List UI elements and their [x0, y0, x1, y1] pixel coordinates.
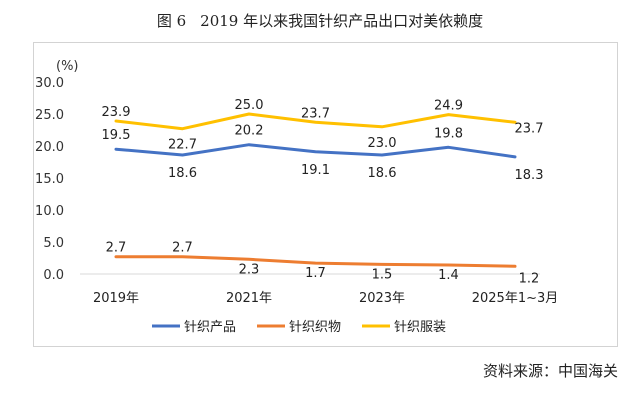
- data-label: 18.6: [368, 166, 397, 181]
- y-tick-label: 5.0: [43, 236, 64, 251]
- data-label: 23.0: [368, 136, 397, 151]
- data-label: 18.6: [168, 166, 197, 181]
- y-tick-label: 30.0: [35, 76, 64, 91]
- series-line: [114, 143, 517, 159]
- series-line: [114, 112, 517, 131]
- data-label: 24.9: [434, 99, 463, 114]
- legend-label: 针织织物: [289, 320, 341, 335]
- data-label: 1.2: [519, 271, 540, 286]
- source-note: 资料来源：中国海关: [482, 362, 618, 380]
- data-label: 19.8: [434, 126, 463, 141]
- data-label: 18.3: [515, 168, 544, 183]
- legend-label: 针织产品: [184, 320, 236, 335]
- data-label: 25.0: [235, 98, 264, 113]
- y-tick-label: 0.0: [43, 268, 64, 283]
- x-tick-label: 2019年: [93, 291, 139, 306]
- x-tick-label: 2023年: [359, 291, 405, 306]
- y-tick-label: 20.0: [35, 140, 64, 155]
- data-label: 1.7: [305, 266, 326, 281]
- data-label: 22.7: [168, 138, 197, 153]
- legend-label: 针织服装: [394, 320, 446, 335]
- x-tick-label: 2025年1~3月: [472, 291, 559, 306]
- data-label: 2.7: [106, 241, 127, 256]
- data-label: 2.3: [239, 262, 260, 277]
- chart-frame: [33, 42, 618, 347]
- data-label: 20.2: [235, 124, 264, 139]
- y-tick-label: 15.0: [35, 172, 64, 187]
- figure-title-text: 2019 年以来我国针织产品出口对美依赖度: [200, 12, 484, 30]
- data-label: 23.7: [301, 106, 330, 121]
- data-label: 1.5: [372, 267, 393, 282]
- y-tick-label: 10.0: [35, 204, 64, 219]
- data-label: 19.5: [102, 128, 131, 143]
- x-tick-label: 2021年: [226, 291, 272, 306]
- y-tick-label: 25.0: [35, 108, 64, 123]
- data-label: 23.7: [515, 121, 544, 136]
- series-line: [114, 255, 517, 268]
- data-label: 1.4: [438, 268, 459, 283]
- data-label: 2.7: [172, 241, 193, 256]
- figure-title: 图 6 2019 年以来我国针织产品出口对美依赖度: [0, 10, 640, 31]
- figure-number: 图 6: [156, 12, 187, 30]
- y-axis-unit-label: (%): [56, 59, 79, 74]
- data-label: 19.1: [301, 163, 330, 178]
- data-label: 23.9: [102, 105, 131, 120]
